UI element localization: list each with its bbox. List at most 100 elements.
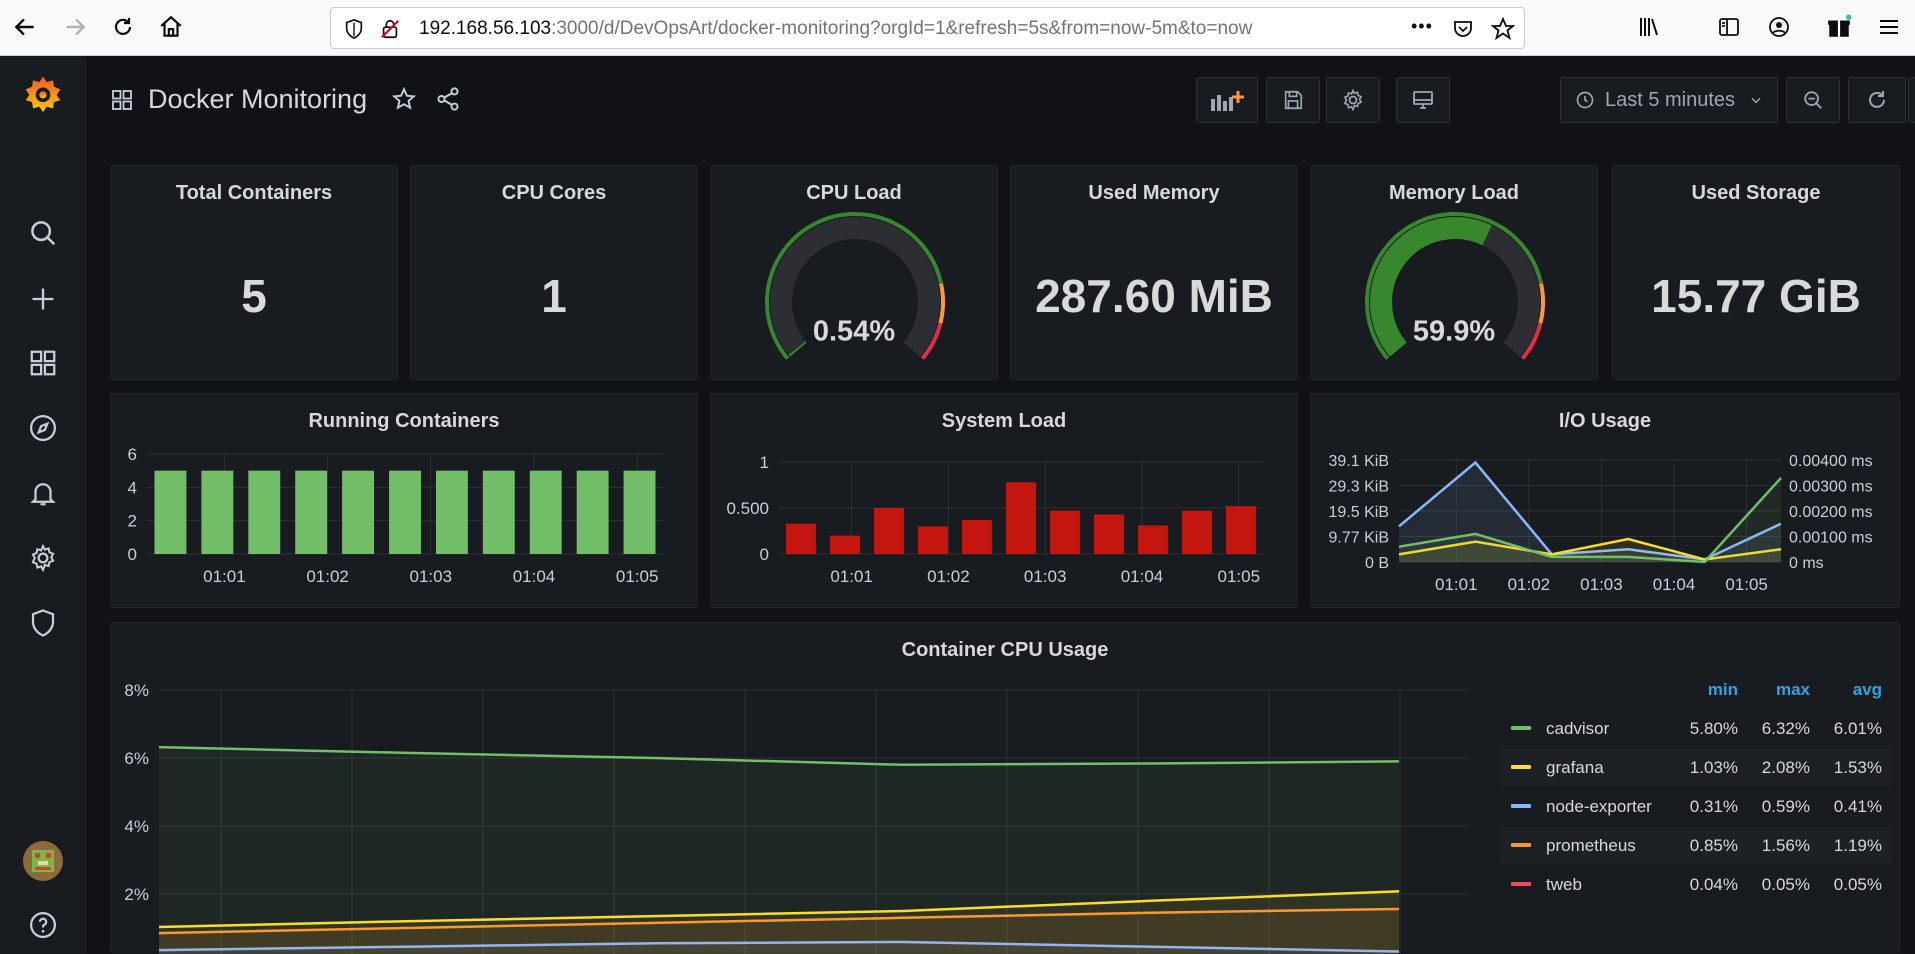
legend-max-value: 0.05% (1761, 875, 1810, 894)
legend-series-name[interactable]: node-exporter (1546, 797, 1652, 816)
sidebar-button[interactable] (1714, 12, 1744, 42)
page-actions-button[interactable]: ••• (1411, 16, 1433, 36)
configuration-nav[interactable] (23, 538, 63, 578)
extensions-button[interactable] (1824, 12, 1854, 42)
dashboard-settings-button[interactable] (1326, 77, 1380, 123)
legend-min-value: 1.03% (1689, 758, 1738, 777)
search-nav[interactable] (23, 213, 63, 253)
account-button[interactable] (1764, 12, 1794, 42)
reload-button[interactable] (104, 8, 142, 46)
plus-icon (32, 288, 54, 310)
home-button[interactable] (152, 8, 190, 46)
y-tick-label: 6% (124, 749, 149, 768)
x-tick-label: 01:02 (927, 567, 970, 586)
gift-icon (1828, 14, 1852, 37)
running-containers-chart: 6 4 2 0 01:01 01:02 01:03 01:04 01:05 (128, 445, 663, 586)
legend-row[interactable]: tweb 0.04% 0.05% 0.05% (1500, 866, 1892, 902)
legend-swatch[interactable] (1511, 765, 1531, 769)
insecure-lock-icon (381, 19, 399, 39)
panel-title[interactable]: Used Storage (1691, 182, 1821, 204)
series-line (158, 940, 1400, 953)
legend-max-value: 2.08% (1761, 758, 1810, 777)
pocket-icon[interactable] (1451, 17, 1475, 41)
legend-swatch[interactable] (1511, 726, 1531, 730)
bell-icon (30, 483, 56, 506)
panel-title[interactable]: Total Containers (175, 182, 333, 204)
library-button[interactable] (1634, 12, 1664, 42)
dashboards-nav[interactable] (23, 343, 63, 383)
menu-button[interactable] (1874, 12, 1904, 42)
legend-series-name[interactable]: tweb (1546, 875, 1582, 894)
zoom-out-button[interactable] (1786, 77, 1840, 123)
series-line (1398, 460, 1782, 561)
legend-swatch[interactable] (1511, 843, 1531, 847)
shield-icon (31, 609, 55, 637)
legend-max-value: 6.32% (1761, 719, 1810, 738)
bar (342, 470, 375, 554)
panel-title[interactable]: I/O Usage (1558, 410, 1652, 432)
total-containers-panel: Total Containers 5 (110, 165, 398, 380)
save-dashboard-button[interactable] (1266, 77, 1320, 123)
panel-title[interactable]: Container CPU Usage (901, 639, 1109, 661)
time-range-picker[interactable]: Last 5 minutes (1560, 77, 1778, 123)
legend-swatch[interactable] (1511, 804, 1531, 808)
create-nav[interactable] (23, 279, 63, 319)
legend-series-name[interactable]: cadvisor (1546, 719, 1610, 738)
legend-row[interactable]: prometheus 0.85% 1.56% 1.19% (1500, 827, 1892, 863)
account-icon (1769, 17, 1789, 37)
legend-row[interactable]: cadvisor 5.80% 6.32% 6.01% (1500, 710, 1892, 746)
server-admin-nav[interactable] (23, 603, 63, 643)
x-tick-label: 01:03 (410, 567, 453, 586)
gear-icon (1343, 88, 1363, 112)
container-cpu-usage-panel: Container CPU Usage 8% 6% 4% 2% (110, 622, 1900, 954)
y-tick-label-left: 29.3 KiB (1329, 479, 1389, 496)
io-usage-chart: 39.1 KiB 29.3 KiB 19.5 KiB 9.77 KiB 0 B 0.004… (1329, 453, 1873, 594)
grafana-logo-button[interactable] (23, 73, 63, 113)
panel-title[interactable]: Memory Load (1388, 182, 1520, 204)
url-bar[interactable]: 192.168.56.103:3000/d/DevOpsArt/docker-m… (330, 7, 1525, 49)
url-path: :3000/d/DevOpsArt/docker-monitoring?orgI… (551, 18, 1253, 39)
panel-title[interactable]: System Load (941, 410, 1067, 432)
monitor-icon (1413, 91, 1433, 109)
legend-header-max[interactable]: max (1775, 680, 1810, 699)
bookmark-star-icon[interactable] (1491, 17, 1515, 41)
cycle-view-mode-button[interactable] (1396, 77, 1450, 123)
compass-icon (30, 415, 56, 441)
panel-title[interactable]: CPU Load (806, 182, 902, 204)
legend-row[interactable]: node-exporter 0.31% 0.59% 0.41% (1500, 788, 1892, 824)
user-avatar[interactable] (23, 841, 63, 881)
gauge-threshold-red (920, 322, 943, 360)
panel-title[interactable]: CPU Cores (501, 182, 607, 204)
panel-title[interactable]: Running Containers (308, 410, 500, 432)
refresh-interval-picker[interactable]: 5s (1908, 77, 1915, 123)
back-button[interactable] (6, 8, 44, 46)
alerting-nav[interactable] (23, 473, 63, 513)
url-host: 192.168.56.103 (419, 18, 552, 39)
series-line (1398, 537, 1782, 561)
panel-title[interactable]: Used Memory (1088, 182, 1220, 204)
y-tick-label-right: 0 ms (1789, 555, 1824, 572)
url-text[interactable]: 192.168.56.103:3000/d/DevOpsArt/docker-m… (419, 8, 1252, 50)
legend-header-avg[interactable]: avg (1852, 680, 1882, 699)
library-icon (1640, 18, 1658, 36)
help-nav[interactable] (23, 905, 63, 945)
explore-nav[interactable] (23, 408, 63, 448)
share-icon[interactable] (435, 86, 461, 112)
forward-button[interactable] (56, 8, 94, 46)
legend-header-min[interactable]: min (1707, 680, 1738, 699)
y-tick-label: 4% (124, 817, 149, 836)
add-panel-button[interactable] (1196, 77, 1258, 123)
refresh-button[interactable] (1848, 77, 1906, 123)
star-icon[interactable] (391, 86, 417, 112)
legend-row[interactable]: grafana 1.03% 2.08% 1.53% (1500, 749, 1892, 785)
legend-swatch[interactable] (1511, 882, 1531, 886)
dashboard-title[interactable]: Docker Monitoring (148, 84, 368, 114)
time-range-label: Last 5 minutes (1604, 88, 1736, 111)
bar (248, 470, 281, 554)
stat-value: 5 (241, 270, 267, 322)
legend-series-name[interactable]: grafana (1546, 758, 1604, 777)
legend-series-name[interactable]: prometheus (1546, 836, 1636, 855)
browser-toolbar: 192.168.56.103:3000/d/DevOpsArt/docker-m… (0, 0, 1915, 56)
y-tick-label: 2% (124, 885, 149, 904)
cpu-cores-panel: CPU Cores 1 (410, 165, 698, 380)
